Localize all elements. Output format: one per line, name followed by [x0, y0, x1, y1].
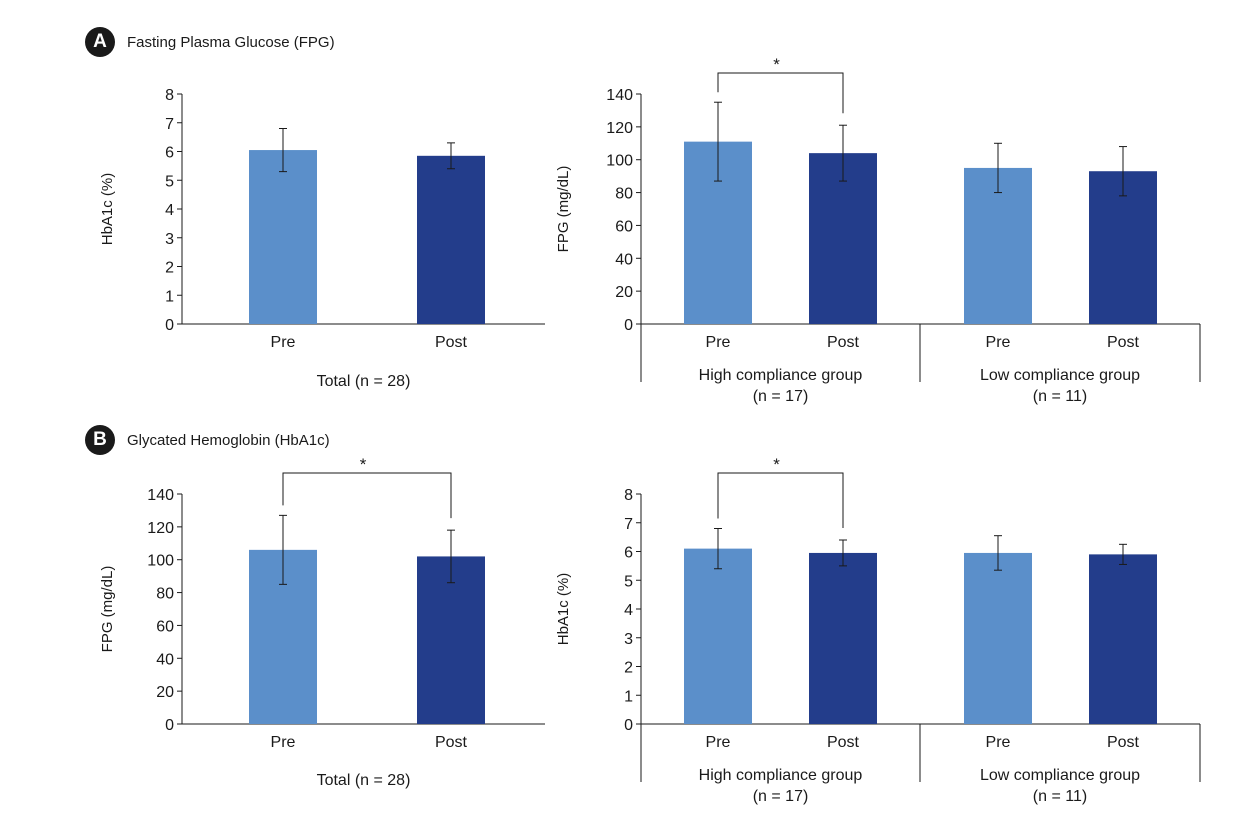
- b-compliance-group-sublabel: (n = 17): [753, 788, 809, 805]
- b-total-group-label: Total (n = 28): [317, 772, 411, 789]
- a-compliance-group-label: High compliance group: [699, 367, 863, 384]
- b-total-y-tick-label: 120: [147, 520, 174, 537]
- b-total-y-tick-label: 100: [147, 553, 174, 570]
- b-total-y-tick-label: 140: [147, 487, 174, 504]
- b-compliance-y-tick-label: 1: [624, 688, 633, 705]
- b-compliance-significance-star: *: [773, 455, 780, 474]
- b-compliance-bar-post: [809, 552, 877, 724]
- b-compliance-bar-post: [1089, 554, 1157, 724]
- b-compliance-y-tick-label: 3: [624, 631, 633, 648]
- b-total-y-label: FPG (mg/dL): [99, 566, 116, 653]
- a-total-y-tick-label: 6: [165, 145, 174, 162]
- panel-b-header: B Glycated Hemoglobin (HbA1c): [85, 425, 330, 455]
- panel-b-title: Glycated Hemoglobin (HbA1c): [127, 431, 330, 449]
- a-compliance-y-tick-label: 40: [615, 251, 633, 268]
- a-compliance-significance-star: *: [773, 55, 780, 74]
- panel-a-header: A Fasting Plasma Glucose (FPG): [85, 27, 335, 57]
- b-total-y-tick-label: 80: [156, 586, 174, 603]
- b-compliance-y-tick-label: 8: [624, 487, 633, 504]
- b-total-category-label: Post: [435, 734, 468, 751]
- b-compliance-y-tick-label: 0: [624, 717, 633, 734]
- b-compliance-group-label: Low compliance group: [980, 767, 1140, 784]
- b-compliance-y-label: HbA1c (%): [555, 573, 572, 646]
- a-compliance-group-sublabel: (n = 11): [1033, 388, 1087, 405]
- b-compliance-group-label: High compliance group: [699, 767, 863, 784]
- a-compliance-category-label: Pre: [986, 334, 1011, 351]
- a-compliance-y-label: FPG (mg/dL): [555, 166, 572, 253]
- a-compliance-bar-pre: [964, 167, 1032, 324]
- b-compliance-category-label: Pre: [986, 734, 1011, 751]
- a-total-y-tick-label: 1: [165, 288, 174, 305]
- a-compliance-y-tick-label: 80: [615, 186, 633, 203]
- b-total-y-tick-label: 40: [156, 651, 174, 668]
- a-total-y-tick-label: 4: [165, 202, 174, 219]
- b-compliance-category-label: Post: [827, 734, 860, 751]
- a-total-y-tick-label: 5: [165, 173, 174, 190]
- b-compliance-y-tick-label: 5: [624, 573, 633, 590]
- b-compliance-bar-pre: [964, 552, 1032, 724]
- a-total-y-tick-label: 8: [165, 87, 174, 104]
- panel-a-title: Fasting Plasma Glucose (FPG): [127, 33, 335, 51]
- a-total-y-label: HbA1c (%): [99, 173, 116, 246]
- a-total-y-tick-label: 7: [165, 116, 174, 133]
- b-total-y-tick-label: 0: [165, 717, 174, 734]
- b-compliance-group-sublabel: (n = 11): [1033, 788, 1087, 805]
- b-compliance-bar-pre: [684, 548, 752, 724]
- b-total-category-label: Pre: [271, 734, 296, 751]
- a-total-bar-post: [417, 155, 485, 324]
- a-compliance-y-tick-label: 100: [606, 153, 633, 170]
- a-compliance-bar-post: [1089, 171, 1157, 324]
- b-compliance-y-tick-label: 2: [624, 660, 633, 677]
- a-total-y-tick-label: 0: [165, 317, 174, 334]
- a-compliance-y-tick-label: 140: [606, 87, 633, 104]
- a-compliance-y-tick-label: 60: [615, 218, 633, 235]
- a-total-category-label: Pre: [271, 334, 296, 351]
- a-compliance-group-label: Low compliance group: [980, 367, 1140, 384]
- a-total-bar-pre: [249, 150, 317, 324]
- a-compliance-bar-post: [809, 153, 877, 324]
- b-total-y-tick-label: 60: [156, 618, 174, 635]
- b-total-significance-bracket: [282, 472, 452, 519]
- a-total-category-label: Post: [435, 334, 468, 351]
- panel-b-badge: B: [85, 425, 115, 455]
- b-compliance-category-label: Pre: [706, 734, 731, 751]
- a-compliance-y-tick-label: 0: [624, 317, 633, 334]
- b-compliance-y-tick-label: 6: [624, 545, 633, 562]
- a-compliance-category-label: Post: [1107, 334, 1140, 351]
- b-total-y-tick-label: 20: [156, 684, 174, 701]
- a-total-group-label: Total (n = 28): [317, 373, 411, 390]
- b-compliance-category-label: Post: [1107, 734, 1140, 751]
- b-compliance-significance-bracket: [717, 472, 844, 528]
- a-compliance-significance-bracket: [717, 72, 844, 114]
- a-compliance-category-label: Post: [827, 334, 860, 351]
- a-compliance-category-label: Pre: [706, 334, 731, 351]
- a-compliance-y-tick-label: 20: [615, 284, 633, 301]
- a-compliance-y-tick-label: 120: [606, 120, 633, 137]
- b-compliance-y-tick-label: 7: [624, 516, 633, 533]
- b-total-significance-star: *: [360, 455, 367, 474]
- a-compliance-group-sublabel: (n = 17): [753, 388, 809, 405]
- b-compliance-y-tick-label: 4: [624, 602, 633, 619]
- panel-a-badge: A: [85, 27, 115, 57]
- a-total-y-tick-label: 3: [165, 231, 174, 248]
- b-total-bar-post: [417, 556, 485, 724]
- a-total-y-tick-label: 2: [165, 260, 174, 277]
